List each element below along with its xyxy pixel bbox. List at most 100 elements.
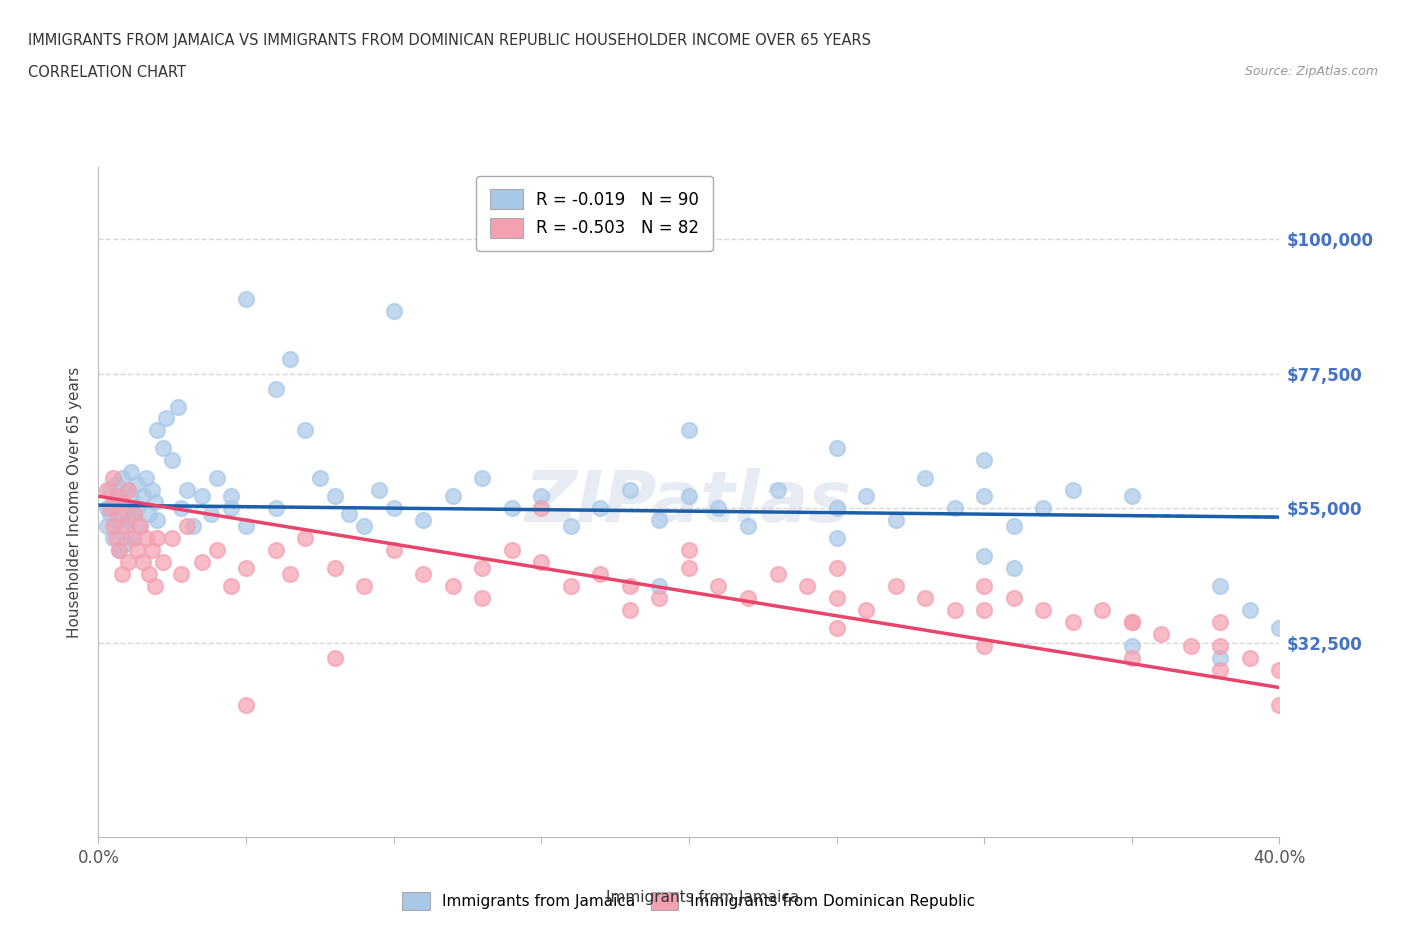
- Point: [264, 500, 287, 515]
- Point: [120, 531, 142, 546]
- Point: [1121, 650, 1143, 665]
- Point: [235, 561, 257, 576]
- Point: [122, 507, 145, 522]
- Point: [264, 542, 287, 557]
- Point: [766, 483, 789, 498]
- Point: [96, 500, 118, 515]
- Point: [973, 549, 995, 564]
- Point: [368, 483, 391, 498]
- Point: [825, 531, 848, 546]
- Point: [152, 554, 174, 569]
- Point: [120, 465, 142, 480]
- Point: [973, 489, 995, 504]
- Point: [117, 483, 139, 498]
- Point: [170, 566, 193, 581]
- Point: [103, 531, 125, 546]
- Point: [235, 519, 257, 534]
- Point: [1268, 698, 1291, 713]
- Point: [125, 477, 148, 492]
- Point: [114, 519, 136, 534]
- Point: [122, 531, 145, 546]
- Point: [132, 489, 155, 504]
- Y-axis label: Householder Income Over 65 years: Householder Income Over 65 years: [67, 366, 83, 638]
- Text: Source: ZipAtlas.com: Source: ZipAtlas.com: [1244, 65, 1378, 78]
- Point: [278, 566, 302, 581]
- Point: [162, 531, 183, 546]
- Point: [737, 519, 759, 534]
- Point: [560, 519, 582, 534]
- Point: [1062, 615, 1084, 630]
- Point: [103, 495, 125, 510]
- Point: [501, 500, 523, 515]
- Point: [884, 578, 907, 593]
- Point: [98, 500, 121, 515]
- Point: [412, 566, 434, 581]
- Point: [294, 423, 316, 438]
- Point: [619, 578, 641, 593]
- Legend: Immigrants from Jamaica, Immigrants from Dominican Republic: Immigrants from Jamaica, Immigrants from…: [396, 885, 981, 916]
- Point: [205, 471, 228, 485]
- Point: [219, 578, 242, 593]
- Point: [96, 483, 118, 498]
- Point: [105, 477, 128, 492]
- Point: [128, 519, 150, 534]
- Point: [678, 489, 700, 504]
- Point: [1268, 662, 1291, 677]
- Point: [441, 578, 464, 593]
- Point: [973, 638, 995, 653]
- Point: [323, 650, 346, 665]
- Point: [108, 542, 131, 557]
- Point: [1209, 578, 1232, 593]
- Point: [1239, 650, 1261, 665]
- Point: [1121, 489, 1143, 504]
- Point: [111, 519, 134, 534]
- Point: [589, 566, 612, 581]
- Point: [114, 537, 136, 551]
- Point: [619, 603, 641, 618]
- Point: [146, 512, 169, 527]
- Point: [1002, 561, 1025, 576]
- Point: [135, 531, 157, 546]
- Point: [108, 542, 131, 557]
- Point: [678, 542, 700, 557]
- Point: [855, 489, 877, 504]
- Point: [825, 591, 848, 605]
- Point: [1121, 638, 1143, 653]
- Point: [117, 554, 139, 569]
- Point: [98, 483, 121, 498]
- Point: [105, 489, 128, 504]
- Point: [1032, 500, 1054, 515]
- Point: [471, 471, 494, 485]
- Point: [471, 561, 494, 576]
- Point: [167, 399, 190, 414]
- Point: [181, 519, 204, 534]
- Point: [678, 423, 700, 438]
- Point: [501, 542, 523, 557]
- Point: [1209, 638, 1232, 653]
- Point: [943, 500, 966, 515]
- Point: [441, 489, 464, 504]
- Point: [170, 500, 193, 515]
- Point: [737, 591, 759, 605]
- Point: [146, 531, 169, 546]
- Point: [120, 489, 142, 504]
- Point: [1002, 591, 1025, 605]
- Point: [825, 620, 848, 635]
- Point: [1209, 615, 1232, 630]
- Point: [152, 441, 174, 456]
- Point: [884, 512, 907, 527]
- Point: [412, 512, 434, 527]
- Point: [200, 507, 222, 522]
- Point: [619, 483, 641, 498]
- Point: [973, 453, 995, 468]
- Point: [141, 483, 163, 498]
- Point: [141, 542, 163, 557]
- Point: [1268, 620, 1291, 635]
- Point: [105, 512, 128, 527]
- Point: [108, 489, 131, 504]
- Point: [96, 519, 118, 534]
- Point: [914, 471, 936, 485]
- Point: [707, 578, 730, 593]
- Point: [125, 542, 148, 557]
- Point: [855, 603, 877, 618]
